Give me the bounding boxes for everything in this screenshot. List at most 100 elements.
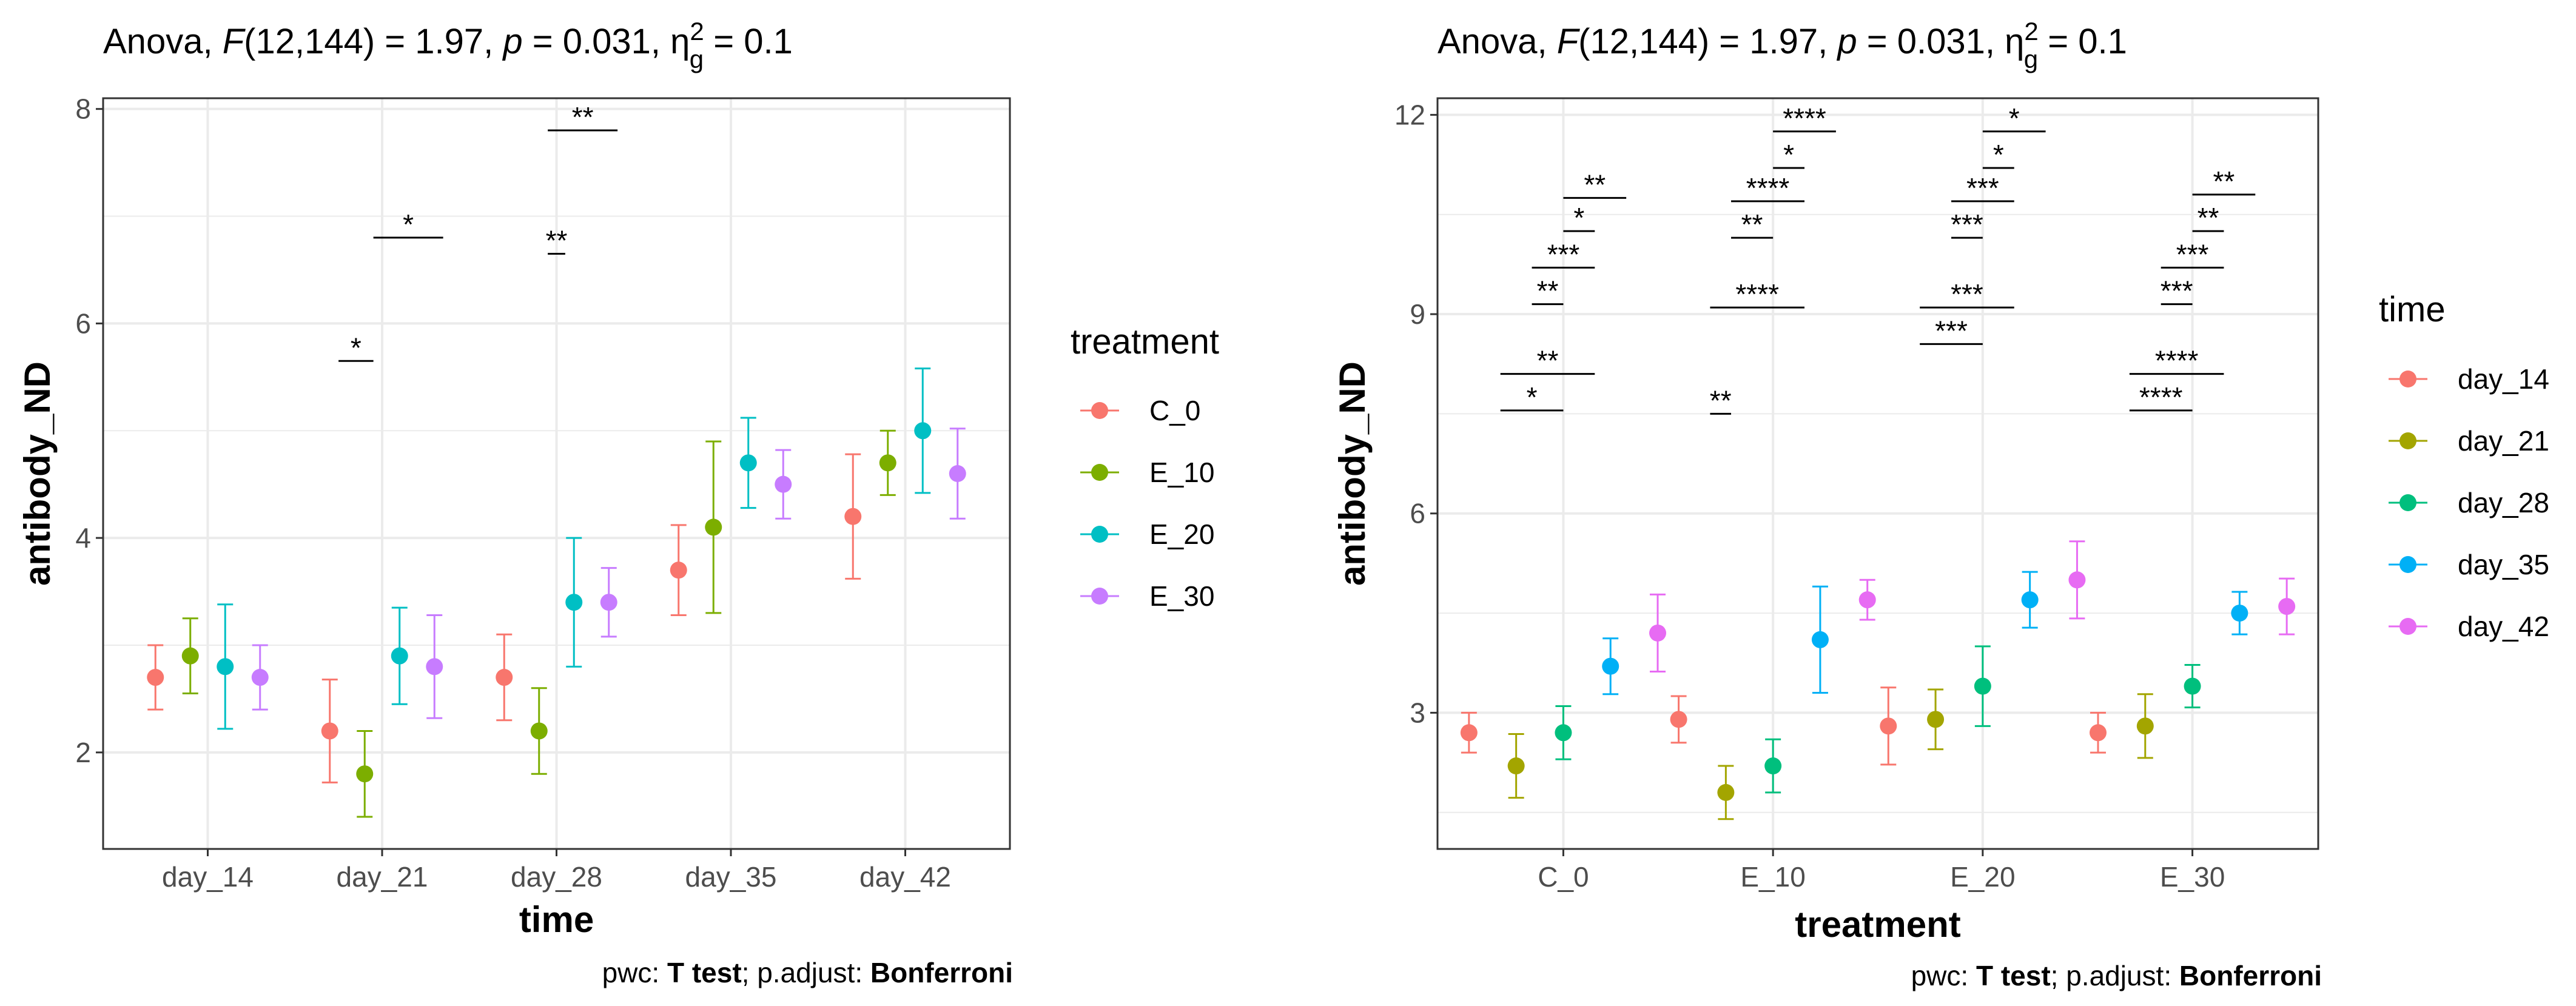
data-point <box>1974 677 1991 695</box>
x-tick-label: E_10 <box>1740 861 1805 893</box>
significance-label: *** <box>2176 238 2209 270</box>
significance-label: *** <box>2161 275 2193 307</box>
data-point <box>775 475 792 493</box>
data-point <box>565 594 583 611</box>
data-point <box>530 722 548 740</box>
data-point <box>1764 757 1782 775</box>
data-point <box>356 765 374 783</box>
significance-label: ** <box>1741 209 1763 240</box>
data-point <box>1927 711 1945 728</box>
data-point <box>2136 717 2154 735</box>
legend: treatment C_0 E_10 E_20 E_30 <box>1071 322 1219 612</box>
y-tick-label: 3 <box>1410 697 1425 728</box>
y-tick-label: 4 <box>75 522 91 554</box>
data-point <box>949 465 966 482</box>
significance-label: ** <box>546 224 568 256</box>
significance-label: * <box>2009 102 2020 134</box>
x-tick-label: day_28 <box>511 861 602 893</box>
x-tick-label: C_0 <box>1538 861 1589 893</box>
data-point <box>1670 711 1687 728</box>
x-tick-label: E_20 <box>1950 861 2015 893</box>
data-point <box>1460 724 1478 742</box>
legend-key-point <box>2399 618 2416 635</box>
legend-label: E_20 <box>1149 518 1214 550</box>
data-point <box>2278 598 2296 615</box>
data-point <box>1649 624 1666 642</box>
significance-label: ** <box>1537 345 1559 377</box>
legend-key-point <box>1091 402 1108 419</box>
data-point <box>739 454 757 472</box>
data-point <box>391 647 408 665</box>
legend-label: C_0 <box>1149 395 1200 426</box>
data-point <box>1858 591 1876 609</box>
data-point <box>879 454 896 472</box>
y-tick-label: 2 <box>75 737 91 768</box>
data-point <box>2231 605 2248 622</box>
data-point <box>147 669 164 686</box>
data-point <box>496 669 513 686</box>
x-tick-label: day_14 <box>162 861 254 893</box>
series-day_21 <box>1507 688 2154 820</box>
chart-subtitle: Anova, F(12,144) = 1.97, p = 0.031, η2 g … <box>103 17 793 73</box>
series-E_20 <box>217 367 932 730</box>
significance-label: *** <box>1935 315 1968 346</box>
y-tick-label: 12 <box>1394 99 1425 130</box>
x-axis-title: time <box>519 899 594 940</box>
y-tick-label: 9 <box>1410 298 1425 330</box>
data-point <box>844 508 862 525</box>
significance-label: ** <box>1584 169 1606 200</box>
significance-label: * <box>403 209 414 240</box>
series-E_30 <box>251 428 966 719</box>
data-point <box>600 594 617 611</box>
y-tick-label: 6 <box>75 307 91 339</box>
data-point <box>2068 571 2086 589</box>
legend: time day_14 day_21 day_28 day_35 day_42 <box>2379 290 2549 642</box>
significance-label: *** <box>1547 238 1580 270</box>
legend-label: day_21 <box>2458 425 2549 457</box>
significance-label: **** <box>1735 278 1779 310</box>
data-point <box>1602 657 1619 675</box>
data-point <box>914 422 932 440</box>
legend-label: day_35 <box>2458 549 2549 580</box>
data-point <box>251 669 269 686</box>
significance-label: **** <box>1746 172 1790 204</box>
significance-label: ** <box>2198 202 2219 233</box>
y-tick-label: 8 <box>75 93 91 125</box>
legend-key-point <box>2399 371 2416 387</box>
data-point <box>1555 724 1572 742</box>
significance-label: * <box>1527 381 1538 413</box>
significance-label: * <box>1993 139 2004 170</box>
x-tick-label: day_35 <box>685 861 777 893</box>
data-point <box>426 658 443 676</box>
x-tick-label: E_30 <box>2160 861 2225 893</box>
series-day_14 <box>1460 686 2107 766</box>
significance-label: *** <box>1951 278 1983 310</box>
data-point <box>1811 631 1829 648</box>
x-tick-label: day_42 <box>859 861 951 893</box>
significance-label: * <box>1783 139 1794 170</box>
data-point <box>1880 717 1897 735</box>
chart-subtitle: Anova, F(12,144) = 1.97, p = 0.031, η2 g … <box>1438 17 2127 73</box>
significance-label: **** <box>2155 345 2199 377</box>
data-point <box>2021 591 2039 609</box>
chart-caption: pwc: T test; p.adjust: Bonferroni <box>602 957 1013 988</box>
legend-label: day_14 <box>2458 363 2549 395</box>
data-point <box>181 647 199 665</box>
legend-key-point <box>2399 556 2416 573</box>
chart-panel-2: Anova, F(12,144) = 1.97, p = 0.031, η2 g … <box>1332 17 2549 991</box>
series-day_28 <box>1555 645 2201 794</box>
x-axis-title: treatment <box>1795 904 1960 945</box>
chart-caption: pwc: T test; p.adjust: Bonferroni <box>1911 960 2322 991</box>
significance-label: ** <box>1710 384 1732 416</box>
legend-title: treatment <box>1071 322 1219 361</box>
significance-label: ** <box>1537 275 1559 307</box>
significance-label: *** <box>1951 209 1983 240</box>
legend-key-point <box>1091 588 1108 605</box>
significance-label: **** <box>2139 381 2183 413</box>
series-C_0 <box>147 453 862 783</box>
chart-panel-1: Anova, F(12,144) = 1.97, p = 0.031, η2 g … <box>17 17 1219 988</box>
series-day_35 <box>1602 571 2248 696</box>
legend-key-point <box>1091 464 1108 481</box>
x-tick-label: day_21 <box>337 861 428 893</box>
